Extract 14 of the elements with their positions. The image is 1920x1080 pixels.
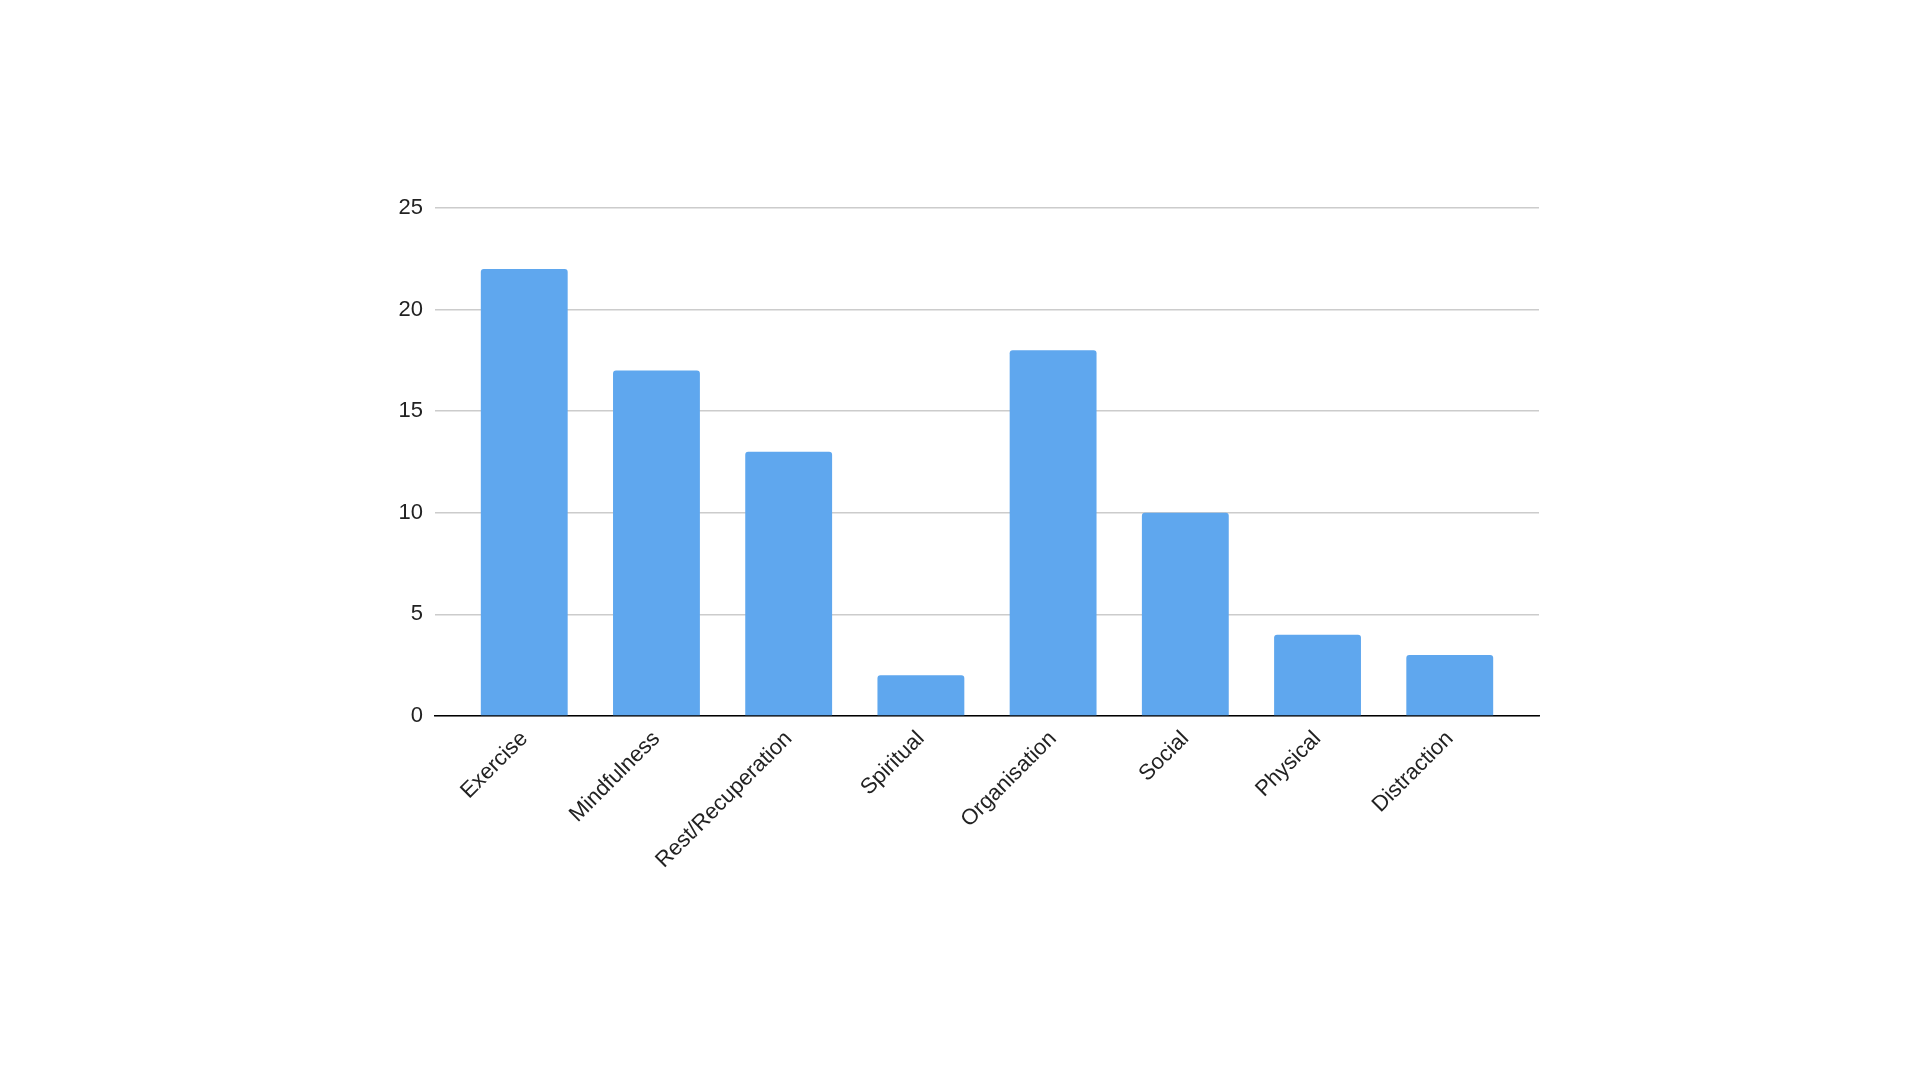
bar (745, 451, 833, 716)
bar (1274, 634, 1361, 716)
y-tick-label: 0 (410, 702, 423, 728)
y-tick-label: 25 (398, 194, 423, 220)
bar (480, 268, 568, 716)
bar (877, 675, 965, 716)
y-tick-label: 10 (398, 498, 423, 524)
bar (1009, 350, 1097, 716)
bar (1406, 655, 1494, 716)
bar (1141, 512, 1229, 716)
y-tick-label: 15 (398, 397, 423, 423)
y-tick-label: 20 (398, 295, 423, 321)
bar (613, 370, 700, 716)
y-tick-label: 5 (410, 600, 423, 626)
